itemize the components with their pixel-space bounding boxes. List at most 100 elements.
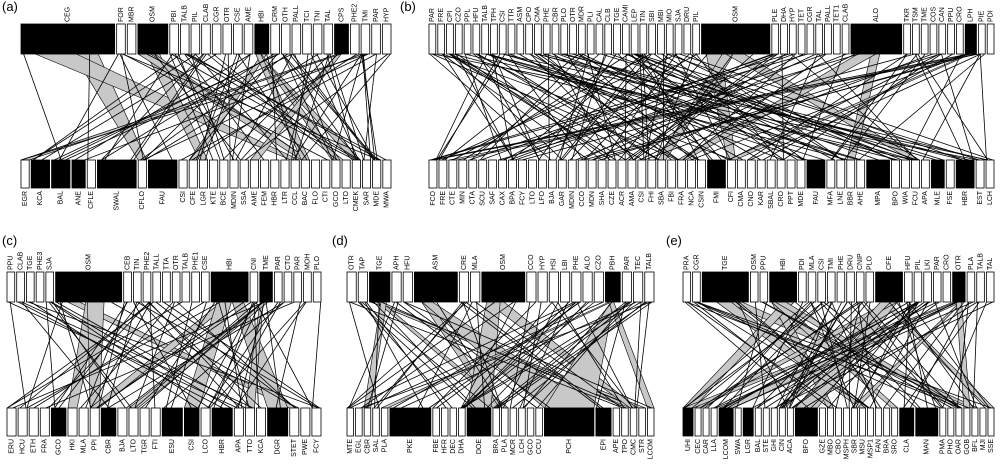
bipartite-panel: (d)OTR TAP TGE APH HFU ASM CRE MLA OSM CCO HYP HSI L… bbox=[332, 233, 655, 459]
lower-node bbox=[28, 407, 39, 437]
upper-node-label: TGE bbox=[27, 255, 34, 270]
lower-node-label: GOB bbox=[964, 439, 971, 455]
upper-node bbox=[534, 23, 542, 55]
upper-node-label: CMA bbox=[535, 6, 542, 22]
upper-node-label: PBH bbox=[610, 256, 617, 270]
lower-node bbox=[778, 407, 786, 437]
interaction-line bbox=[625, 53, 896, 161]
upper-node bbox=[920, 23, 929, 55]
upper-node bbox=[621, 271, 632, 303]
interaction-line bbox=[627, 53, 798, 161]
lower-node-label: DEC bbox=[450, 439, 457, 454]
upper-node-label: SJA bbox=[47, 257, 54, 270]
lower-node bbox=[200, 407, 211, 437]
lower-node bbox=[806, 159, 826, 189]
lower-node-label: PPI bbox=[92, 439, 99, 450]
upper-node bbox=[929, 23, 938, 55]
interaction-line bbox=[121, 53, 144, 161]
interaction-line bbox=[134, 301, 258, 409]
lower-node bbox=[466, 407, 492, 437]
interaction-line bbox=[417, 301, 473, 409]
interaction-line bbox=[715, 301, 959, 409]
upper-node-label: CAL bbox=[596, 8, 603, 22]
upper-node-label: MOH bbox=[304, 254, 311, 270]
lower-node-label: FCY bbox=[313, 439, 320, 453]
interaction-line bbox=[488, 53, 660, 161]
lower-node-label: MFA bbox=[828, 191, 835, 206]
lower-node bbox=[341, 159, 351, 189]
lower-node bbox=[290, 159, 300, 189]
upper-node bbox=[633, 271, 644, 303]
interaction-line bbox=[502, 53, 988, 161]
interaction-line bbox=[26, 301, 63, 409]
interaction-line bbox=[494, 301, 648, 409]
interaction-line bbox=[754, 301, 766, 409]
interaction-line bbox=[682, 53, 796, 161]
interaction-line bbox=[909, 301, 969, 409]
lower-node bbox=[657, 159, 667, 189]
lower-node-label: FEM bbox=[261, 191, 268, 206]
upper-node bbox=[312, 271, 322, 303]
interaction-line bbox=[48, 301, 132, 409]
interaction-line bbox=[769, 53, 818, 161]
lower-node-label: CAX bbox=[499, 191, 506, 206]
lower-node-label: FHI bbox=[649, 191, 656, 202]
lower-node-label: CLA bbox=[904, 439, 911, 453]
interaction-line bbox=[452, 53, 651, 161]
lower-node bbox=[547, 159, 557, 189]
upper-node-label: ASM bbox=[517, 7, 524, 22]
interaction-line bbox=[934, 301, 978, 409]
upper-node bbox=[964, 23, 977, 55]
interaction-line bbox=[436, 301, 580, 409]
lower-node bbox=[587, 159, 597, 189]
upper-node-label: CPI bbox=[447, 10, 454, 22]
interaction-line bbox=[310, 53, 359, 161]
upper-node-label: PPU bbox=[8, 256, 15, 270]
upper-node-label: CPS bbox=[338, 7, 345, 22]
interaction-line bbox=[509, 301, 531, 409]
interaction-line bbox=[485, 53, 825, 161]
interaction-line bbox=[169, 53, 214, 161]
interaction-line bbox=[628, 53, 778, 161]
upper-node-label: HBI bbox=[780, 258, 787, 270]
lower-node-label: CBO bbox=[835, 438, 842, 454]
lower-node-label: FCU bbox=[912, 191, 919, 205]
upper-node-label: CSE bbox=[202, 255, 209, 270]
upper-node-label: TPH bbox=[491, 8, 498, 22]
lower-node bbox=[846, 159, 856, 189]
lower-node-label: KAR bbox=[758, 191, 765, 205]
upper-node-label: TMI bbox=[362, 10, 369, 22]
interaction-line bbox=[289, 53, 374, 161]
upper-node-label: PDI bbox=[987, 10, 994, 22]
upper-node-label: TET1 bbox=[834, 5, 841, 22]
interaction-line bbox=[941, 53, 974, 161]
upper-node bbox=[454, 23, 463, 55]
lower-node-label: LCOM bbox=[723, 439, 730, 459]
interaction-line bbox=[781, 53, 784, 161]
lower-node bbox=[702, 407, 710, 437]
lower-node-label: CCU bbox=[536, 439, 543, 454]
interaction-line bbox=[7, 301, 154, 409]
lower-node-label: BAC bbox=[302, 191, 309, 205]
lower-node bbox=[835, 407, 842, 437]
upper-node bbox=[222, 23, 232, 55]
interaction-line bbox=[165, 301, 193, 409]
upper-node-label: HYP bbox=[384, 7, 391, 22]
lower-node-label: PPT bbox=[788, 190, 795, 204]
lower-node bbox=[963, 407, 971, 437]
lower-node bbox=[535, 407, 543, 437]
upper-node bbox=[350, 23, 360, 55]
lower-node bbox=[289, 407, 300, 437]
lower-node bbox=[184, 407, 200, 437]
lower-node-label: FBI bbox=[669, 191, 676, 202]
upper-node bbox=[210, 271, 249, 303]
lower-node bbox=[389, 407, 432, 437]
lower-node bbox=[612, 407, 621, 437]
lower-node bbox=[866, 159, 890, 189]
lower-node-label: CIN bbox=[779, 439, 786, 451]
lower-node bbox=[538, 159, 547, 189]
upper-node bbox=[526, 271, 537, 303]
lower-node-label: PWE bbox=[302, 439, 309, 455]
upper-node-label: PHE3 bbox=[37, 252, 44, 270]
lower-node-label: LCOM bbox=[648, 439, 655, 459]
